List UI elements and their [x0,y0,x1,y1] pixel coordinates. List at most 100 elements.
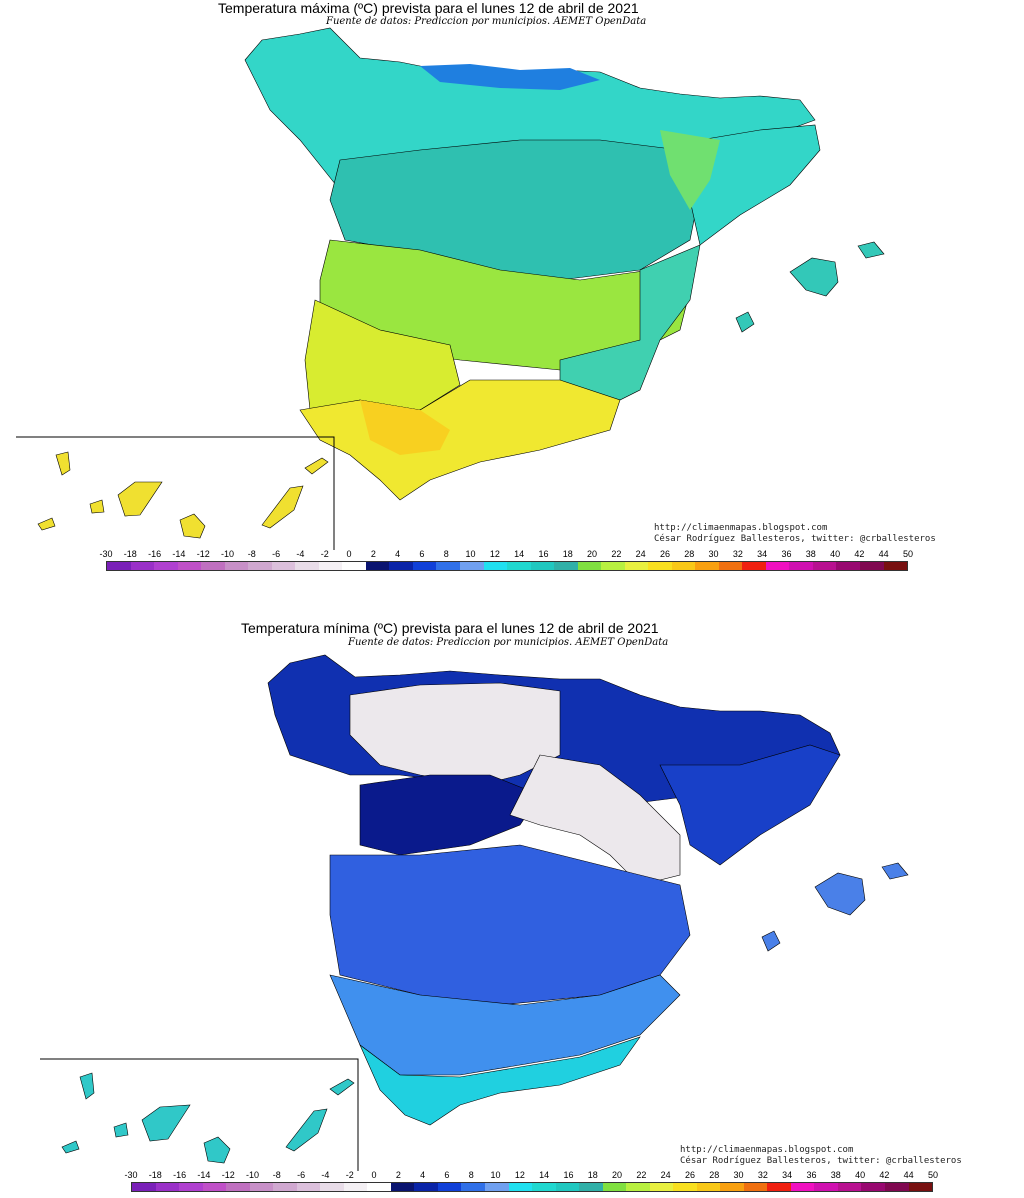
scale-label: 20 [612,1170,623,1180]
min-temperature-panel: Temperatura mínima (ºC) prevista para el… [0,615,1024,1198]
scale-swatch [602,1183,627,1191]
color-scale-labels: -30 -18 -16 -14 -12 -10 -8 -6 -4 -2 0 2 4 6 8 10 12 14 16 1… [99,549,913,561]
scale-swatch [224,562,249,570]
scale-label: 44 [878,549,889,559]
scale-label: 34 [782,1170,793,1180]
scale-label: 22 [611,549,622,559]
island-ibiza [735,311,755,333]
scale-label: 50 [902,549,914,559]
scale-swatch [249,1183,274,1191]
scale-label: -10 [245,1170,260,1180]
scale-label: -2 [345,1170,354,1180]
island-fuerteventura [285,1108,328,1152]
credit-url: http://climaenmapas.blogspot.com [654,523,828,533]
island-ibiza [761,930,781,952]
scale-swatch [155,1183,180,1191]
scale-label: -12 [221,1170,235,1180]
scale-label: 12 [514,1170,525,1180]
scale-label: -30 [99,549,113,559]
scale-swatch [154,562,178,570]
scale-label: 30 [733,1170,744,1180]
scale-swatch [649,1183,674,1191]
scale-swatch [696,1183,721,1191]
scale-label: 34 [757,549,768,559]
scale-label: 38 [805,549,816,559]
scale-label: -10 [220,549,235,559]
scale-swatch [836,562,860,570]
scale-label: 28 [684,549,695,559]
scale-label: 30 [708,549,719,559]
scale-swatch [671,562,696,570]
scale-swatch [459,562,484,570]
scale-label: -6 [272,549,281,559]
scale-label: -12 [196,549,210,559]
scale-swatch [718,562,743,570]
island-tenerife [141,1104,191,1142]
scale-swatch [720,1183,744,1191]
scale-label: -18 [123,549,137,559]
scale-label: 36 [781,549,792,559]
scale-label: -8 [272,1170,281,1180]
scale-swatch [601,562,625,570]
scale-label: 10 [465,549,476,559]
scale-label: 0 [371,1170,377,1180]
scale-label: 50 [927,1170,939,1180]
scale-label: 6 [419,549,425,559]
scale-swatch [837,1183,862,1191]
scale-swatch [532,1183,556,1191]
scale-swatch [273,1183,297,1191]
scale-swatch [320,1183,344,1191]
scale-swatch [861,1183,885,1191]
scale-label: 2 [370,549,376,559]
scale-swatch [530,562,555,570]
scale-label: 44 [903,1170,914,1180]
scale-swatch [790,1183,815,1191]
canary-inset [16,436,335,550]
scale-swatch [130,562,155,570]
scale-swatch [860,562,884,570]
scale-swatch [765,562,790,570]
scale-label: 36 [806,1170,817,1180]
scale-label: -30 [124,1170,138,1180]
credit-url: http://climaenmapas.blogspot.com [680,1145,854,1155]
island-mallorca [814,872,866,916]
scale-swatch [248,562,272,570]
scale-swatch [742,562,766,570]
scale-swatch [555,1183,580,1191]
scale-swatch [743,1183,768,1191]
scale-label: 4 [395,549,401,559]
island-menorca [857,241,885,259]
scale-label: 10 [490,1170,501,1180]
scale-label: 26 [659,549,670,559]
scale-swatch [673,1183,697,1191]
scale-swatch [579,1183,603,1191]
scale-swatch [365,562,390,570]
region-northern-plateau [329,139,701,281]
scale-label: 38 [830,1170,841,1180]
scale-label: -4 [321,1170,330,1180]
scale-label: -16 [173,1170,187,1180]
scale-swatch [132,1183,156,1191]
island-hierro [61,1140,80,1154]
scale-swatch [367,1183,391,1191]
scale-label: 8 [443,549,449,559]
scale-swatch [908,1183,933,1191]
scale-label: 24 [660,1170,671,1180]
scale-label: 14 [514,549,525,559]
max-temperature-map [16,27,885,550]
scale-swatch [436,562,460,570]
scale-swatch [437,1183,462,1191]
island-la-palma [55,451,71,476]
scale-swatch [389,562,413,570]
scale-label: -2 [320,549,329,559]
region-catalonia [659,744,841,866]
scale-label: 16 [563,1170,574,1180]
region-catalonia [689,124,821,246]
island-menorca [881,862,909,880]
scale-swatch [508,1183,533,1191]
color-scale-bar [106,561,908,571]
canary-inset [40,1058,359,1171]
scale-swatch [390,1183,415,1191]
scale-label: 32 [732,549,743,559]
island-hierro [37,517,56,531]
